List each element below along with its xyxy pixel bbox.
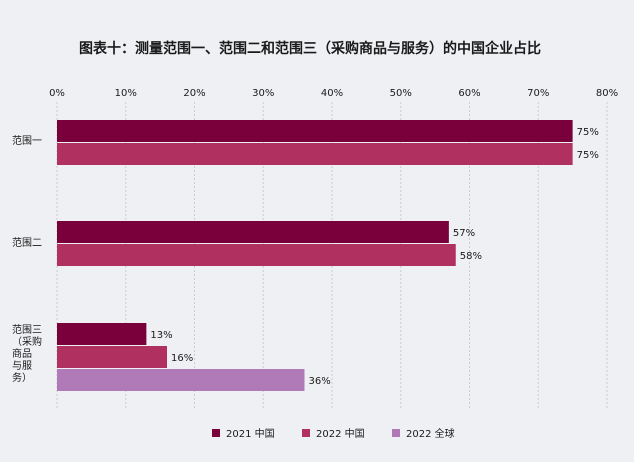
data-label: 13% — [150, 330, 172, 341]
data-label: 36% — [309, 376, 331, 387]
x-tick-label: 60% — [458, 88, 480, 99]
bars: 75% 75% 57% 58% 13% 16% 36% — [57, 120, 599, 391]
x-tick-label: 80% — [596, 88, 618, 99]
legend: 2021 中国 2022 中国 2022 全球 — [212, 427, 455, 440]
category-label: 范围三 — [12, 323, 42, 336]
chart-title: 图表十：测量范围一、范围二和范围三（采购商品与服务）的中国企业占比 — [79, 40, 541, 57]
category-label: 务） — [12, 371, 32, 384]
x-tick-label: 50% — [390, 88, 412, 99]
x-axis-ticks: 0% 10% 20% 30% 40% 50% 60% 70% 80% — [49, 88, 618, 99]
data-label: 57% — [453, 228, 475, 239]
data-label: 75% — [577, 127, 599, 138]
legend-entry: 2022 全球 — [406, 427, 455, 440]
x-tick-label: 20% — [183, 88, 205, 99]
bar — [57, 244, 456, 266]
legend-swatch — [212, 429, 220, 437]
bar — [57, 323, 147, 345]
bar — [57, 369, 305, 391]
category-label: （采购 — [12, 335, 42, 348]
data-label: 75% — [577, 150, 599, 161]
category-label: 范围二 — [12, 236, 42, 249]
legend-entry: 2022 中国 — [316, 427, 365, 440]
legend-entry: 2021 中国 — [226, 427, 275, 440]
x-tick-label: 10% — [115, 88, 137, 99]
bar — [57, 346, 167, 368]
x-tick-label: 30% — [252, 88, 274, 99]
legend-swatch — [302, 429, 310, 437]
bar — [57, 120, 573, 142]
data-label: 58% — [460, 251, 482, 262]
data-label: 16% — [171, 353, 193, 364]
category-label: 商品 — [12, 347, 32, 360]
category-label: 与服 — [12, 360, 32, 372]
bar — [57, 221, 449, 243]
x-tick-label: 0% — [49, 88, 65, 99]
x-tick-label: 40% — [321, 88, 343, 99]
bar — [57, 143, 573, 165]
x-tick-label: 70% — [527, 88, 549, 99]
legend-swatch — [392, 429, 400, 437]
category-label: 范围一 — [12, 134, 42, 147]
